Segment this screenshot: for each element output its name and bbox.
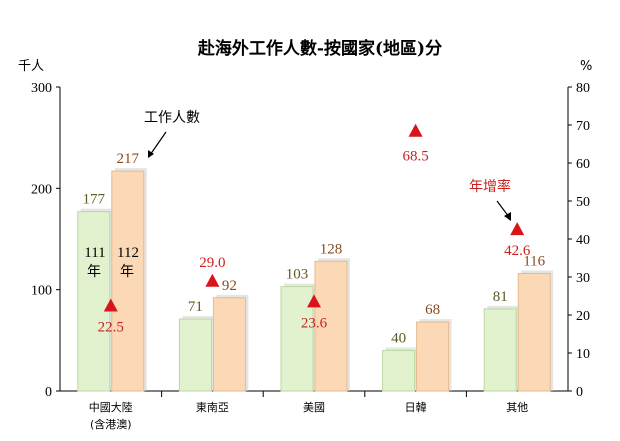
bar bbox=[382, 349, 416, 392]
bars bbox=[77, 168, 554, 392]
growth-marker bbox=[205, 273, 220, 287]
annotation-rate-arrowhead bbox=[504, 212, 511, 221]
bar bbox=[178, 318, 212, 392]
chart-title: 赴海外工作人數-按國家(地區)分 bbox=[197, 38, 442, 59]
bar bbox=[314, 260, 348, 392]
bar bbox=[111, 170, 145, 392]
year-label-112-suffix: 年 bbox=[120, 264, 134, 280]
year-label-112: 112 bbox=[117, 245, 139, 261]
right-tick-label: 80 bbox=[576, 81, 590, 96]
bar-value-label: 40 bbox=[391, 330, 406, 346]
annotation-bars: 工作人數 bbox=[144, 110, 200, 126]
bar-value-label: 71 bbox=[188, 299, 203, 315]
bar bbox=[212, 297, 246, 392]
bar-value-label: 116 bbox=[523, 253, 545, 269]
growth-label: 22.5 bbox=[98, 320, 124, 336]
bar bbox=[77, 211, 111, 392]
category-label: 中國大陸 bbox=[89, 400, 133, 414]
year-label-111: 111 bbox=[84, 245, 105, 261]
bar-value-label: 177 bbox=[83, 192, 106, 208]
right-tick-label: 60 bbox=[576, 157, 590, 172]
bar-value-label: 81 bbox=[493, 289, 508, 305]
left-tick-label: 0 bbox=[45, 385, 52, 400]
right-tick-label: 0 bbox=[576, 385, 583, 400]
bar bbox=[517, 272, 551, 392]
category-label: 其他 bbox=[506, 401, 528, 414]
right-tick-label: 70 bbox=[576, 119, 590, 134]
bar-value-label: 68 bbox=[425, 302, 440, 318]
category-label: 東南亞 bbox=[196, 401, 229, 414]
bar-value-label: 103 bbox=[286, 267, 309, 283]
growth-label: 68.5 bbox=[402, 149, 428, 165]
year-label-111-suffix: 年 bbox=[87, 264, 101, 280]
growth-label: 29.0 bbox=[199, 255, 225, 271]
value-labels: 177 217 71 92 103 128 40 68 81 116 bbox=[83, 151, 546, 346]
right-tick-label: 40 bbox=[576, 233, 590, 248]
growth-marker bbox=[103, 298, 118, 312]
growth-label: 23.6 bbox=[301, 315, 328, 331]
annotation-bars-arrowhead bbox=[148, 150, 154, 158]
growth-marker bbox=[408, 123, 423, 137]
growth-marker bbox=[510, 222, 525, 236]
category-label: 美國 bbox=[303, 401, 325, 414]
right-tick-label: 30 bbox=[576, 271, 590, 286]
annotation-bars-arrow bbox=[149, 131, 167, 156]
left-tick-label: 100 bbox=[31, 284, 52, 299]
annotation-rate: 年增率 bbox=[469, 178, 511, 195]
left-tick-label: 300 bbox=[31, 81, 52, 96]
category-label: 日韓 bbox=[405, 401, 427, 414]
bar-value-label: 217 bbox=[117, 151, 140, 167]
growth-marker bbox=[307, 294, 321, 308]
right-tick-label: 20 bbox=[576, 309, 590, 324]
right-tick-label: 10 bbox=[576, 347, 590, 362]
bar bbox=[483, 308, 517, 392]
right-axis-unit: % bbox=[580, 59, 592, 74]
bar-value-label: 128 bbox=[320, 241, 343, 257]
bar bbox=[416, 321, 450, 392]
bar-value-label: 92 bbox=[222, 278, 237, 294]
bar bbox=[280, 286, 314, 392]
growth-label: 42.6 bbox=[504, 243, 531, 259]
left-axis-unit: 千人 bbox=[18, 59, 44, 74]
left-tick-label: 200 bbox=[31, 182, 52, 197]
growth-markers: 22.5 29.0 23.6 68.5 42.6 bbox=[98, 123, 531, 336]
right-tick-label: 50 bbox=[576, 195, 590, 210]
category-sublabel: (含港澳) bbox=[90, 417, 132, 431]
